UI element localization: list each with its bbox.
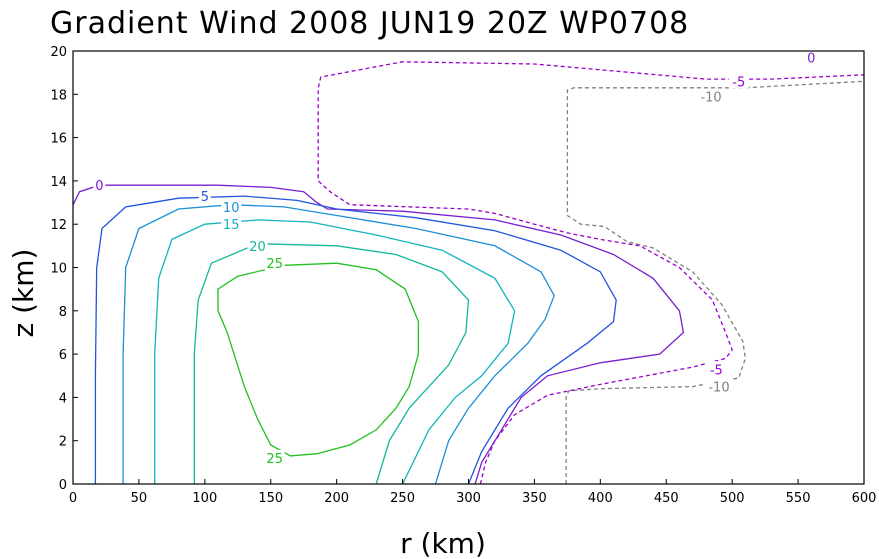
y-axis: 0 2 4 6 8 10 12 14 16 18 20 (50, 45, 78, 493)
contour-label: 10 (223, 201, 240, 216)
contour-label: -10 (700, 90, 721, 105)
x-tick-label: 400 (588, 491, 613, 506)
x-tick-label: 550 (786, 491, 811, 506)
contour-label: -10 (708, 381, 729, 396)
x-axis-label: r (km) (400, 527, 486, 559)
contour-label: -5 (732, 75, 745, 90)
y-axis-label: z (km) (7, 249, 40, 338)
chart-title: Gradient Wind 2008 JUN19 20Z WP0708 (50, 6, 689, 41)
y-tick-label: 8 (59, 305, 67, 320)
contour-line-0 (73, 184, 685, 484)
contour-label: 15 (223, 218, 240, 233)
y-tick-label: 4 (59, 391, 67, 406)
contour-label-background (93, 177, 106, 193)
contour-label-background (805, 49, 818, 65)
contour-label-background (264, 450, 285, 466)
contour-label-background (264, 255, 285, 271)
x-tick-label: 250 (390, 491, 415, 506)
plot-frame (72, 50, 865, 485)
x-tick-label: 350 (522, 491, 547, 506)
contour-label-background (247, 237, 268, 253)
x-tick-label: 450 (654, 491, 679, 506)
contour-label: -5 (710, 363, 723, 378)
contour-label: 20 (249, 240, 266, 255)
y-tick-label: 16 (50, 132, 67, 147)
contour-label-background (198, 188, 211, 204)
y-tick-label: 20 (50, 45, 67, 60)
x-tick-label: 300 (456, 491, 481, 506)
contour-label: 25 (266, 257, 283, 272)
contour-line-15 (154, 219, 516, 484)
contour-label-background (704, 378, 733, 394)
y-tick-label: 18 (50, 88, 67, 103)
contour-label-background (697, 88, 726, 104)
x-tick-label: 600 (852, 491, 877, 506)
x-tick-label: 200 (324, 491, 349, 506)
contour-label-background (221, 216, 242, 232)
contour-lines (73, 61, 864, 484)
contour-line-neg5 (317, 61, 864, 484)
contour-line-10 (122, 204, 555, 484)
contour-label: 25 (266, 452, 283, 467)
x-tick-label: 500 (720, 491, 745, 506)
contour-label-background (706, 361, 727, 377)
contour-label-background (728, 73, 749, 89)
contour-label: 5 (201, 190, 209, 205)
contour-line-5 (94, 195, 617, 484)
x-tick-label: 100 (192, 491, 217, 506)
y-tick-label: 10 (50, 262, 67, 277)
y-tick-label: 6 (59, 348, 67, 363)
x-tick-label: 0 (69, 491, 77, 506)
x-tick-label: 50 (131, 491, 148, 506)
contour-label: 0 (95, 179, 103, 194)
y-tick-label: 14 (50, 175, 67, 190)
y-tick-label: 0 (59, 478, 67, 493)
contour-line-neg10 (565, 80, 864, 484)
contour-line-20 (193, 243, 470, 484)
contour-label: 0 (807, 51, 815, 66)
y-tick-label: 12 (50, 218, 67, 233)
contour-label-background (221, 198, 242, 214)
x-tick-label: 150 (258, 491, 283, 506)
y-tick-label: 2 (59, 435, 67, 450)
contour-line-25 (217, 262, 420, 457)
x-axis: 0 50 100 150 200 250 300 350 400 450 500 550 600 (69, 479, 877, 506)
